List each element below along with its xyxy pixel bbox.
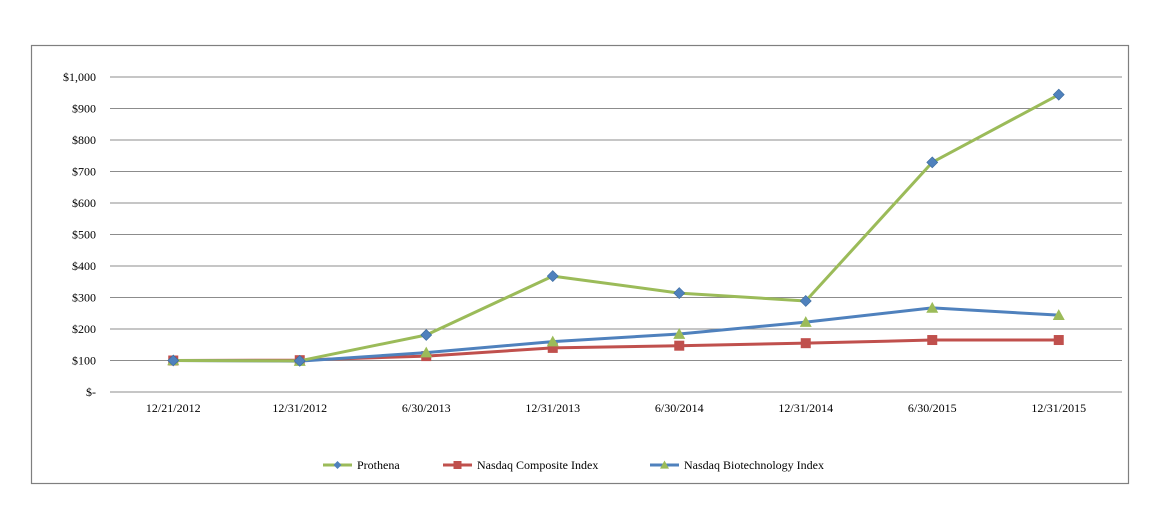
series-prothena xyxy=(167,88,1065,367)
x-tick-label: 12/31/2012 xyxy=(272,401,327,415)
data-point-marker xyxy=(926,301,939,313)
data-point-marker xyxy=(799,316,812,327)
y-tick-label: $600 xyxy=(72,196,96,210)
legend-item: Nasdaq Biotechnology Index xyxy=(650,458,824,472)
x-tick-label: 12/31/2013 xyxy=(525,401,580,415)
y-tick-label: $900 xyxy=(72,102,96,116)
data-point-marker xyxy=(420,346,433,358)
x-tick-label: 6/30/2013 xyxy=(402,401,451,415)
x-tick-label: 6/30/2015 xyxy=(908,401,957,415)
legend-item: Nasdaq Composite Index xyxy=(443,458,598,472)
data-point-marker xyxy=(926,156,939,169)
data-point-marker xyxy=(546,335,559,347)
chart-border xyxy=(30,44,1130,485)
series-line xyxy=(171,306,1061,363)
legend-marker xyxy=(453,461,462,469)
data-point-marker xyxy=(927,335,938,346)
data-point-marker xyxy=(673,328,686,339)
x-tick-label: 12/21/2012 xyxy=(146,401,201,415)
data-point-marker xyxy=(1052,309,1065,320)
y-tick-label: $1,000 xyxy=(63,70,96,84)
series-line xyxy=(171,93,1061,363)
x-tick-label: 12/31/2014 xyxy=(778,401,833,415)
data-point-marker xyxy=(420,329,433,341)
legend: Prothena Nasdaq Composite Index Nasdaq Bio… xyxy=(323,458,824,472)
legend-label: Nasdaq Biotechnology Index xyxy=(684,458,824,472)
x-tick-label: 6/30/2014 xyxy=(655,401,704,415)
y-tick-label: $300 xyxy=(72,291,96,305)
y-tick-label: $100 xyxy=(72,354,96,368)
legend-marker xyxy=(660,460,669,469)
x-tick-label: 12/31/2015 xyxy=(1031,401,1086,415)
data-point-marker xyxy=(167,354,180,367)
data-point-marker xyxy=(674,340,685,351)
y-tick-label: $800 xyxy=(72,133,96,147)
legend-label: Nasdaq Composite Index xyxy=(477,458,598,472)
y-tick-label: $500 xyxy=(72,228,96,242)
y-tick-label: $200 xyxy=(72,322,96,336)
data-point-marker xyxy=(1053,335,1064,346)
data-point-marker xyxy=(673,287,686,300)
data-point-marker xyxy=(800,338,811,349)
legend-label: Prothena xyxy=(357,458,400,472)
data-point-marker xyxy=(799,295,812,307)
y-tick-label: $700 xyxy=(72,165,96,179)
x-axis-tick-labels: 12/21/2012 12/31/2012 6/30/2013 12/31/2013 6… xyxy=(146,401,1086,415)
series-group xyxy=(167,88,1065,367)
y-tick-label: $- xyxy=(86,385,96,399)
y-axis-tick-labels: $- $100 $200 $300 $400 $500 $600 $700 $800 $900 $1… xyxy=(63,70,96,399)
data-point-marker xyxy=(546,270,559,283)
data-point-marker xyxy=(1052,88,1065,101)
legend-item: Prothena xyxy=(323,458,400,472)
legend-marker xyxy=(333,461,342,469)
y-tick-label: $400 xyxy=(72,259,96,273)
data-point-marker xyxy=(547,342,558,353)
data-point-marker xyxy=(293,354,306,367)
